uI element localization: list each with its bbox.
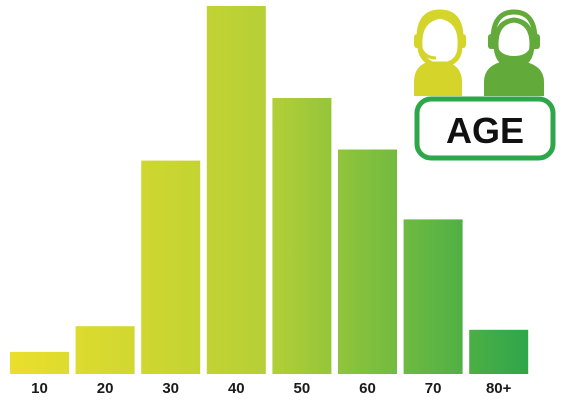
bar-30 [141, 160, 201, 374]
bar-10 [10, 351, 69, 374]
bars-group [10, 6, 529, 374]
x-tick-label: 70 [425, 380, 442, 397]
man-headset-icon [484, 9, 544, 96]
bar-60 [338, 149, 397, 374]
x-tick-label: 10 [31, 380, 48, 397]
x-tick-label: 60 [359, 380, 376, 397]
x-tick-labels: 10 20 30 40 50 60 70 80+ [31, 380, 512, 397]
age-badge-box [414, 96, 556, 161]
x-tick-label: 40 [228, 380, 245, 397]
x-tick-label: 50 [294, 380, 311, 397]
age-badge-group: AGE [414, 9, 556, 161]
bar-20 [75, 326, 135, 374]
bar-80+ [469, 329, 529, 374]
x-tick-label: 30 [162, 380, 179, 397]
age-badge-label: AGE [446, 110, 524, 151]
woman-headset-icon [414, 9, 466, 96]
bar-70 [403, 219, 463, 374]
x-tick-label: 80+ [486, 380, 512, 397]
bar-40 [206, 6, 266, 374]
bar-50 [272, 98, 332, 374]
x-tick-label: 20 [97, 380, 114, 397]
